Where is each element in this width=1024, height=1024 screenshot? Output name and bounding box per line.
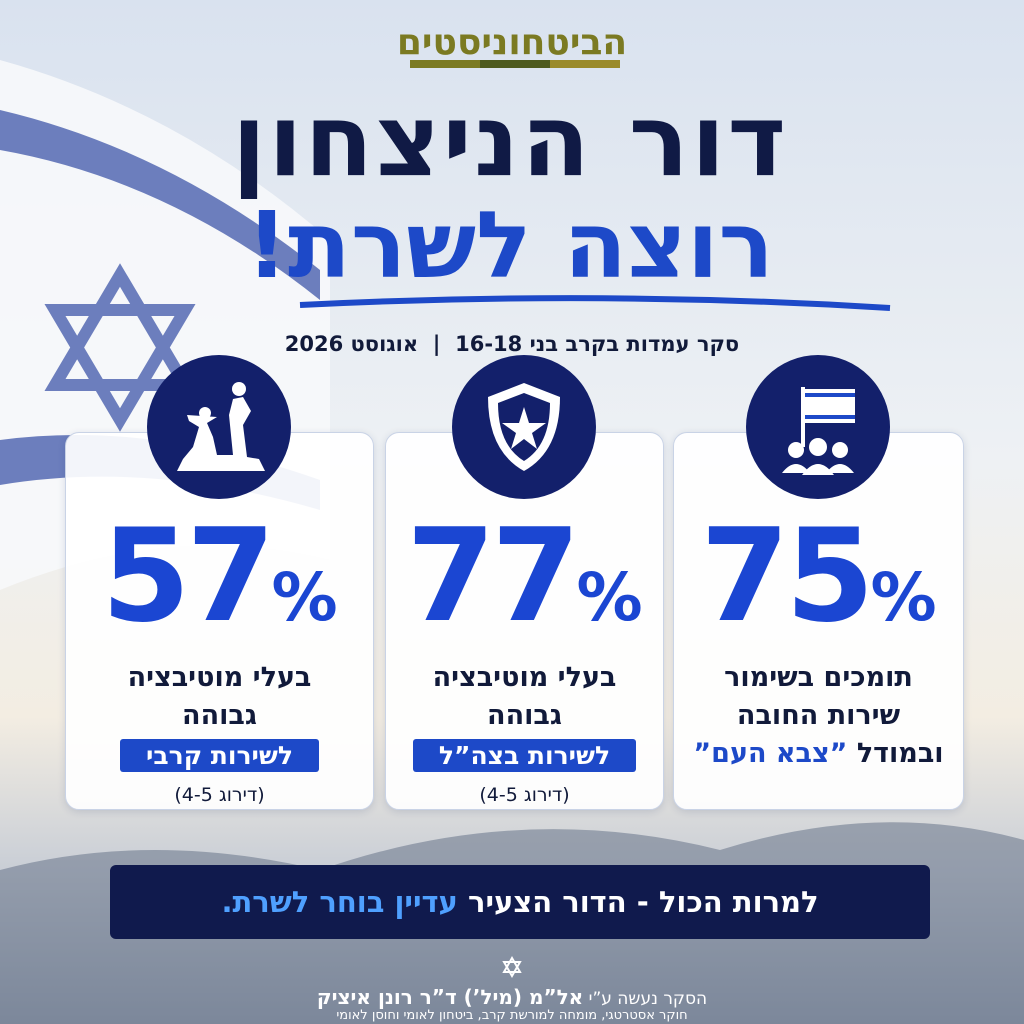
icon xyxy=(746,355,890,499)
stat: 77% xyxy=(386,513,663,641)
brand: הביטחוניסטים xyxy=(396,22,628,63)
brand-bar xyxy=(480,60,550,68)
icon xyxy=(147,355,291,499)
text: ובמודל xyxy=(856,738,944,769)
icon xyxy=(452,355,596,499)
text: ובמודל ”צבא העם” xyxy=(674,735,963,773)
stat-card: 75% תומכים בשימור שירות החובה ובמודל ”צב… xyxy=(673,355,964,810)
bio: חוקר אסטרטגי, מומחה למורשת קרב, ביטחון ל… xyxy=(336,1008,688,1023)
flag-stripe xyxy=(0,110,320,300)
stat-card: 57% בעלי מוטיבציה גבוהה לשירות קרבי (דיר… xyxy=(65,355,374,810)
survey: סקר עמדות בקרב בני 16-18 xyxy=(455,332,740,356)
banner-highlight: עדיין בוחר לשרת. xyxy=(221,885,458,919)
text: גבוהה xyxy=(182,700,257,731)
credits: הסקר נעשה ע”י אל”מ (מיל’) ד”ר רונן איציק xyxy=(0,985,1024,1009)
banner: למרות הכול - הדור הצעיר עדיין בוחר לשרת. xyxy=(110,865,930,939)
credits-prefix: הסקר נעשה ע”י xyxy=(588,989,708,1009)
title: רוצה לשרת! xyxy=(246,192,774,299)
banner-text: למרות הכול - הדור הצעיר xyxy=(467,885,819,919)
badge: לשירות בצה”ל xyxy=(412,739,637,772)
subtitle: סקר עמדות בקרב בני 16-18 | אוגוסט 2026 xyxy=(284,332,740,356)
stat-symbol: % xyxy=(271,559,338,636)
underline xyxy=(299,295,891,311)
text: גבוהה xyxy=(487,700,562,731)
text: שירות החובה xyxy=(736,700,901,731)
stat-symbol: % xyxy=(870,559,937,636)
note: (דירוג 4-5) xyxy=(174,784,265,806)
text: בעלי מוטיבציה xyxy=(432,662,617,693)
text: בעלי מוטיבציה xyxy=(127,662,312,693)
flag-star xyxy=(44,263,196,432)
brand-bar xyxy=(550,60,620,68)
date: אוגוסט 2026 xyxy=(284,332,419,356)
author: אל”מ (מיל’) ד”ר רונן איציק xyxy=(316,985,584,1009)
stat-card: 77% בעלי מוטיבציה גבוהה לשירות בצה”ל (די… xyxy=(385,355,664,810)
text: תומכים בשימור xyxy=(724,662,913,693)
stat-number: 77 xyxy=(406,502,580,651)
stat-number: 75 xyxy=(700,502,874,651)
stat-number: 57 xyxy=(101,502,275,651)
stat-symbol: % xyxy=(576,559,643,636)
title: דור הניצחון xyxy=(231,82,789,199)
badge: לשירות קרבי xyxy=(120,739,319,772)
star-icon xyxy=(502,955,522,979)
note: (דירוג 4-5) xyxy=(479,784,570,806)
brand-bar xyxy=(410,60,480,68)
stat: 57% xyxy=(66,513,373,641)
highlight: ”צבא העם” xyxy=(693,738,848,769)
stat: 75% xyxy=(674,513,963,641)
